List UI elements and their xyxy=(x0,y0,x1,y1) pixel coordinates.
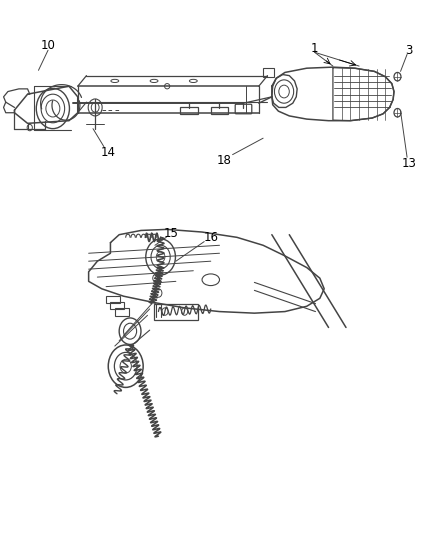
Text: 13: 13 xyxy=(401,157,416,169)
Text: 3: 3 xyxy=(405,44,412,56)
Text: 18: 18 xyxy=(216,154,231,167)
Text: 10: 10 xyxy=(41,39,55,52)
Text: 1: 1 xyxy=(310,42,318,54)
Text: 15: 15 xyxy=(164,227,179,240)
Text: 14: 14 xyxy=(101,146,116,159)
Text: 16: 16 xyxy=(203,231,218,244)
